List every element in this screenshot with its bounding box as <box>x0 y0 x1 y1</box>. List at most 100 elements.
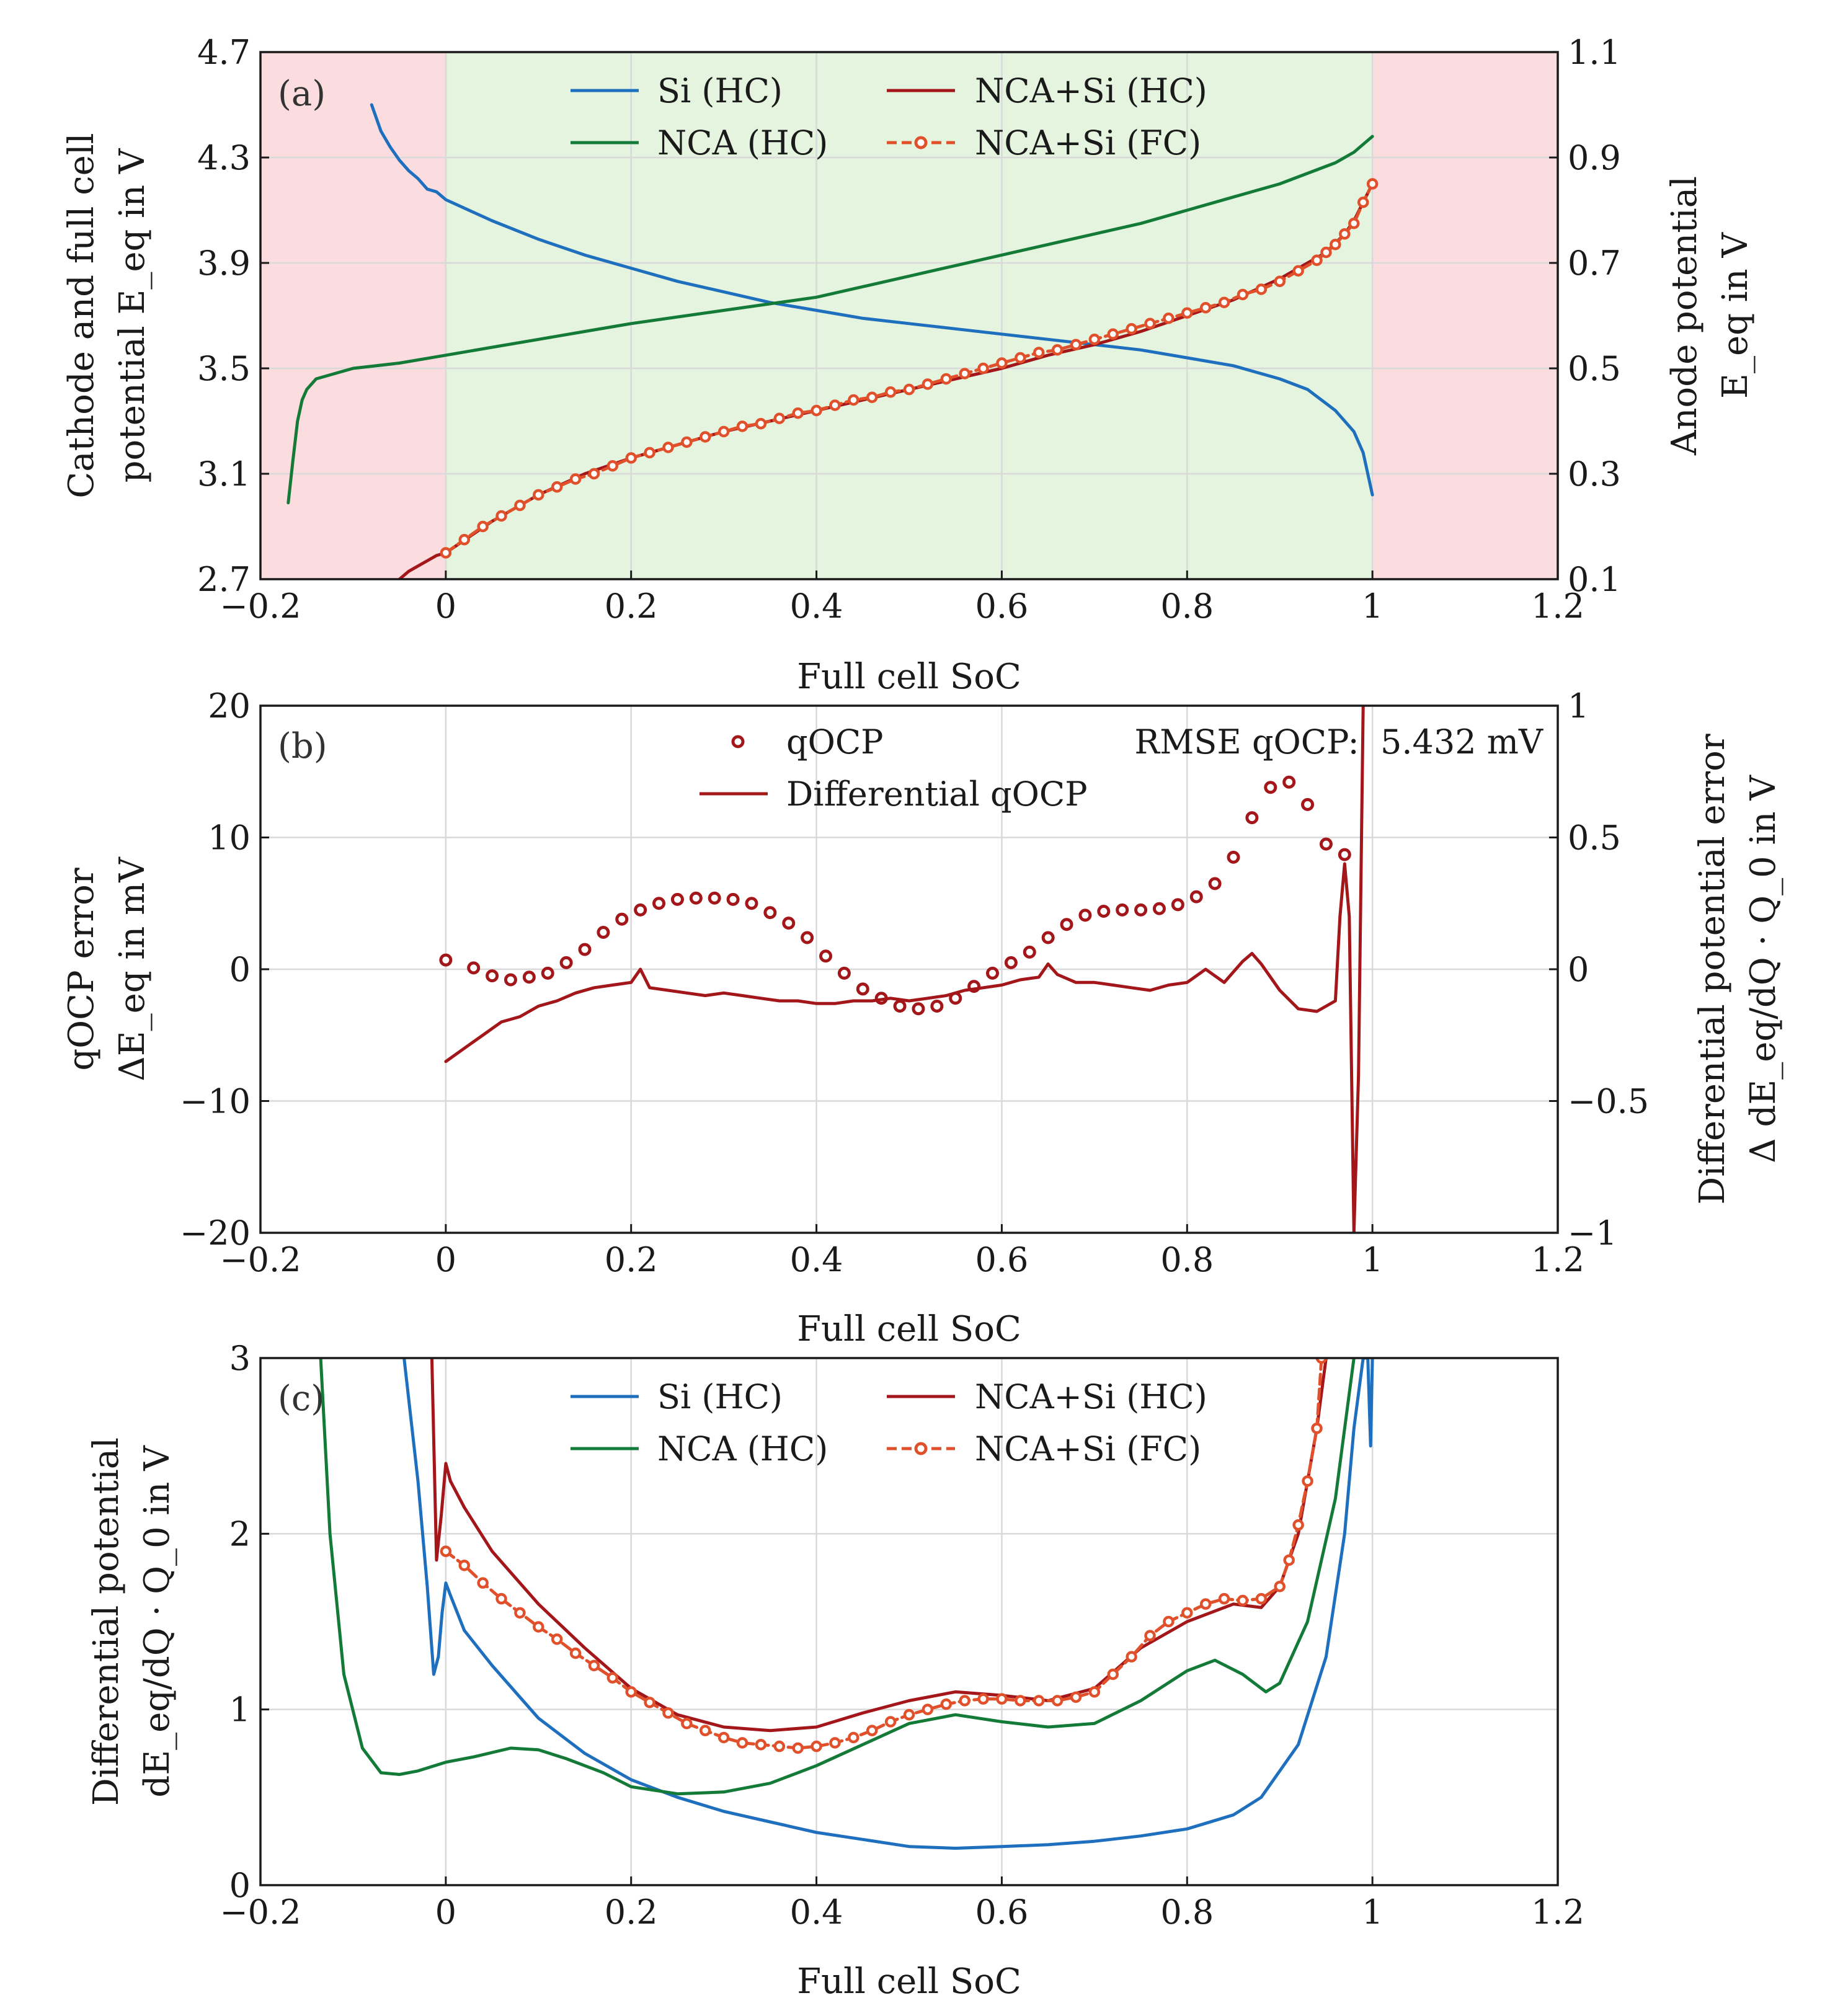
point-a-nca-si-fc-45 <box>1274 275 1286 287</box>
x-tick-label-0: −0.2 <box>220 587 301 626</box>
x-tick-label-4: 0.6 <box>975 587 1028 626</box>
y-tick-label-5: 4.7 <box>197 33 251 72</box>
point-c-nca-si-fc-2 <box>477 1577 489 1589</box>
point-a-nca-si-fc-41 <box>1199 302 1212 314</box>
point-a-nca-si-fc-21 <box>829 399 841 411</box>
point-c-nca-si-fc-16 <box>736 1737 748 1749</box>
x-tick-label-7: 1.2 <box>1531 1893 1584 1932</box>
panel-c-label: (c) <box>278 1379 324 1419</box>
point-a-nca-si-fc-3 <box>495 510 507 522</box>
point-a-nca-si-fc-10 <box>625 452 637 464</box>
x-tick-label-1: 0 <box>435 1240 456 1279</box>
point-a-nca-si-fc-18 <box>773 412 786 424</box>
point-b-qocp-5 <box>541 966 554 980</box>
point-a-nca-si-fc-42 <box>1218 296 1230 308</box>
point-b-qocp-41 <box>1208 877 1222 890</box>
point-c-nca-si-fc-49 <box>1311 1423 1323 1434</box>
point-b-qocp-46 <box>1301 797 1315 811</box>
panel-a: −0.2 0 0.2 0.4 0.6 0.8 1 1.2 2.7 3.1 3.5 3.9 4.3 4.7 0… <box>61 33 1756 697</box>
point-a-nca-si-fc-1 <box>458 534 470 546</box>
point-b-qocp-15 <box>726 892 740 906</box>
y-right-tick-label-4: 0.9 <box>1568 138 1621 177</box>
x-tick-label-2: 0.2 <box>605 1240 658 1279</box>
panel-a-ylabel-line-1: Cathode and full cell <box>61 133 102 498</box>
point-c-nca-si-fc-3 <box>495 1592 507 1605</box>
panel-b-ylabel-line-2: ΔE_eq in mV <box>112 856 153 1081</box>
point-c-nca-si-fc-32 <box>1033 1695 1045 1707</box>
point-b-qocp-10 <box>634 903 647 917</box>
point-b-qocp-21 <box>837 966 851 980</box>
point-a-nca-si-fc-11 <box>644 446 655 459</box>
y-tick-label-2: 3.5 <box>197 349 251 388</box>
point-b-qocp-17 <box>763 906 777 920</box>
point-c-nca-si-fc-33 <box>1051 1695 1064 1707</box>
point-c-nca-si-fc-40 <box>1181 1607 1193 1619</box>
point-a-nca-si-fc-25 <box>903 383 915 396</box>
panel-b-label: (b) <box>278 726 327 766</box>
point-b-qocp-38 <box>1152 902 1166 915</box>
point-a-nca-si-fc-5 <box>533 489 544 501</box>
point-c-nca-si-fc-47 <box>1292 1519 1304 1531</box>
legend-label-nca-c: NCA (HC) <box>657 1429 828 1468</box>
point-a-nca-si-fc-39 <box>1163 313 1175 324</box>
y-tick-label-1: 1 <box>229 1690 251 1730</box>
x-tick-label-6: 1 <box>1362 1893 1383 1932</box>
point-b-qocp-33 <box>1060 918 1073 931</box>
y-tick-label-0: 2.7 <box>197 560 251 599</box>
point-b-qocp-9 <box>615 912 629 926</box>
point-c-nca-si-fc-0 <box>440 1545 452 1557</box>
point-c-nca-si-fc-45 <box>1274 1581 1286 1592</box>
point-b-qocp-42 <box>1227 850 1240 864</box>
y-right-tick-label-1: −0.5 <box>1568 1082 1649 1121</box>
point-a-nca-si-fc-30 <box>996 357 1008 369</box>
panel-a-label: (a) <box>278 74 326 114</box>
point-b-qocp-31 <box>1023 945 1036 959</box>
point-a-nca-si-fc-52 <box>1357 197 1369 208</box>
point-b-qocp-45 <box>1282 775 1296 789</box>
point-c-nca-si-fc-27 <box>940 1698 953 1710</box>
x-tick-label-4: 0.6 <box>975 1893 1028 1932</box>
point-a-nca-si-fc-13 <box>681 436 693 448</box>
point-c-nca-si-fc-30 <box>996 1693 1008 1705</box>
panel-a-frame <box>259 51 1559 580</box>
point-c-nca-si-fc-9 <box>606 1672 619 1684</box>
point-a-nca-si-fc-20 <box>811 404 822 417</box>
panel-b-ylabel-line-1: qOCP error <box>61 868 102 1070</box>
panel-b-ylabel-right-line-1: Differential potential error <box>1692 734 1733 1204</box>
x-tick-label-3: 0.4 <box>790 587 843 626</box>
x-tick-label-4: 0.6 <box>975 1240 1028 1279</box>
shaded-region-red-0 <box>260 52 446 579</box>
point-a-nca-si-fc-9 <box>606 460 619 472</box>
point-c-nca-si-fc-21 <box>829 1737 841 1749</box>
legend-marker-full-fc <box>914 136 928 149</box>
point-b-qocp-19 <box>801 931 814 944</box>
panel-a-series <box>286 103 1379 579</box>
point-a-nca-si-fc-17 <box>755 418 767 430</box>
x-tick-label-1: 0 <box>435 587 456 626</box>
point-a-nca-si-fc-23 <box>866 391 878 403</box>
x-tick-label-3: 0.4 <box>790 1240 843 1279</box>
point-a-nca-si-fc-24 <box>884 386 897 398</box>
panel-a-ylabel: Cathode and full cell potential E_eq in … <box>61 133 153 498</box>
legend-label-full-hc: NCA+Si (HC) <box>975 71 1207 110</box>
point-a-nca-si-fc-6 <box>551 481 563 493</box>
panel-b-ylabel-right: Differential potential error Δ dE_eq/dQ … <box>1692 734 1783 1204</box>
legend-label-full-hc-c: NCA+Si (HC) <box>975 1377 1207 1416</box>
panel-c-frame <box>259 1357 1559 1886</box>
panel-b-ticks: −0.2 0 0.2 0.4 0.6 0.8 1 1.2 −20 −10 0 10 20 −1 −0.5 0 0… <box>180 686 1649 1279</box>
point-c-nca-si-fc-39 <box>1163 1615 1175 1628</box>
y-right-tick-label-0: 0.1 <box>1568 560 1621 599</box>
series-line-a-si-hc <box>370 103 1374 497</box>
panel-a-legend: Si (HC) NCA (HC) NCA+Si (HC) NCA+Si (FC) <box>571 71 1207 162</box>
point-c-nca-si-fc-4 <box>514 1607 526 1619</box>
series-line-b-differential-qocp <box>444 706 1365 1233</box>
point-c-nca-si-fc-41 <box>1199 1598 1212 1610</box>
x-tick-label-6: 1 <box>1362 587 1383 626</box>
point-c-nca-si-fc-23 <box>866 1725 878 1736</box>
point-c-nca-si-fc-35 <box>1088 1686 1101 1698</box>
legend-label-full-fc: NCA+Si (FC) <box>975 123 1201 162</box>
point-a-nca-si-fc-8 <box>588 468 600 480</box>
point-c-nca-si-fc-5 <box>533 1621 544 1633</box>
point-b-qocp-25 <box>912 1002 925 1016</box>
